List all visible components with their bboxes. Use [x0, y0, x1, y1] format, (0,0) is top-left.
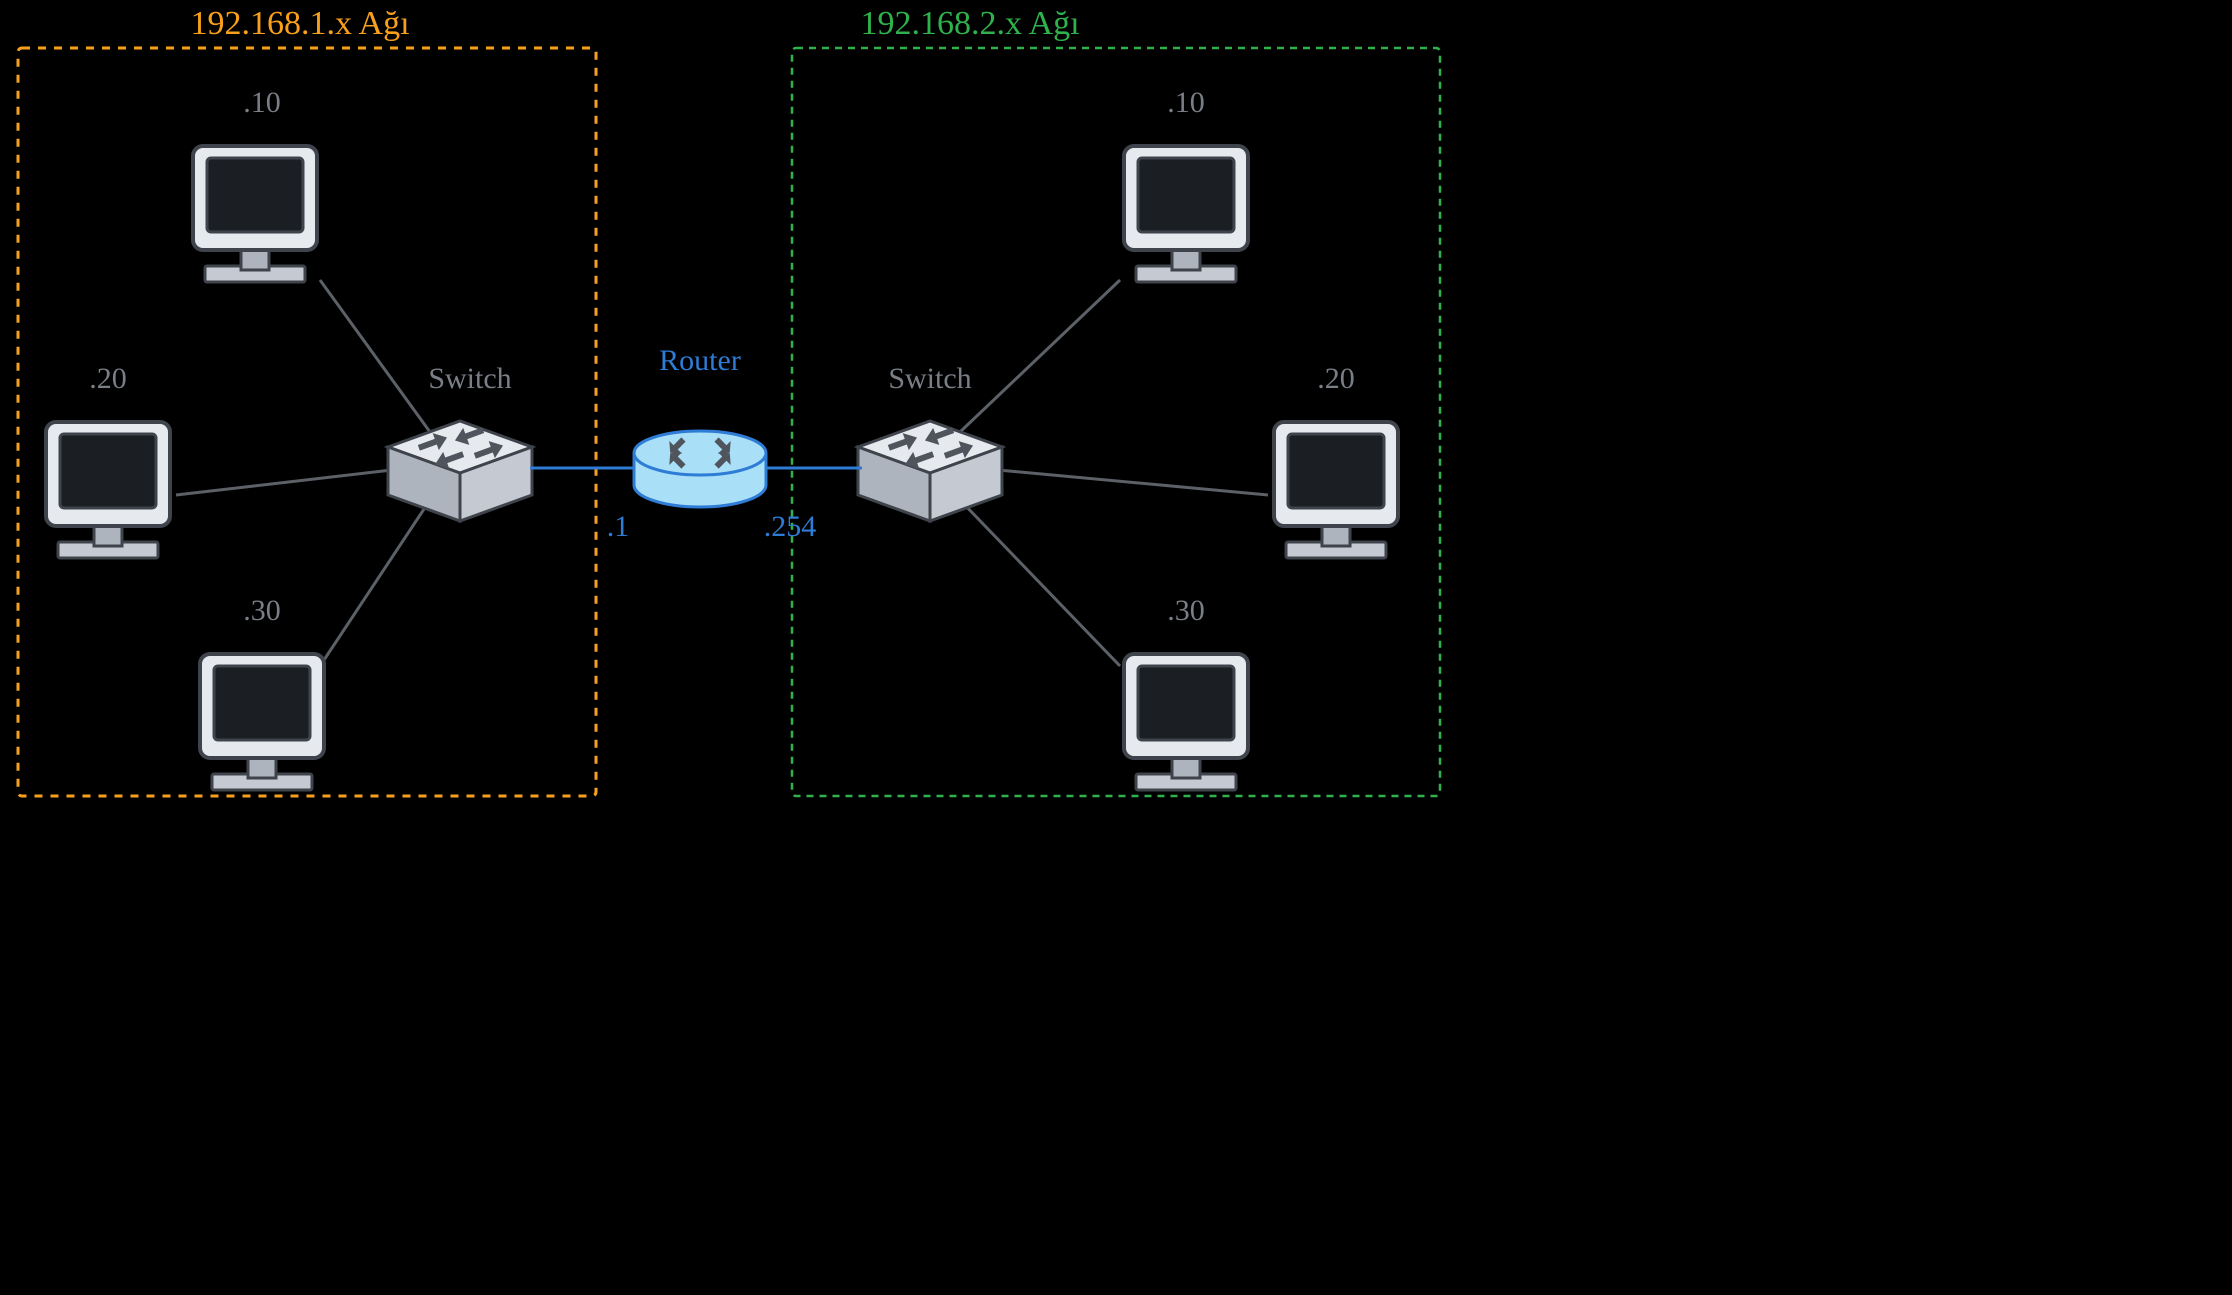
router-left-ip: .1	[607, 510, 630, 543]
switch-icon	[388, 421, 532, 521]
net2-link-2	[960, 500, 1120, 666]
router-label: Router	[659, 344, 741, 377]
net2-link-1	[998, 470, 1268, 495]
net2-host-2-label: .30	[1167, 594, 1205, 627]
net2-switch-label: Switch	[888, 362, 971, 395]
net2-host-0-label: .10	[1167, 86, 1205, 119]
pc-icon	[200, 654, 324, 790]
net1-switch-label: Switch	[428, 362, 511, 395]
pc-icon	[1274, 422, 1398, 558]
net1-title: 192.168.1.x Ağı	[190, 5, 409, 42]
pc-icon	[193, 146, 317, 282]
router-right-ip: .254	[764, 510, 817, 543]
switch-icon	[858, 421, 1002, 521]
net1-host-1-label: .20	[89, 362, 127, 395]
pc-icon	[1124, 146, 1248, 282]
net2-title: 192.168.2.x Ağı	[860, 5, 1079, 42]
router-icon	[634, 431, 766, 507]
net1-host-2-label: .30	[243, 594, 281, 627]
net1-link-2	[320, 500, 430, 666]
net1-link-1	[176, 470, 392, 495]
net2-link-0	[960, 280, 1120, 432]
pc-icon	[1124, 654, 1248, 790]
pc-icon	[46, 422, 170, 558]
net2-host-1-label: .20	[1317, 362, 1355, 395]
net1-link-0	[320, 280, 430, 432]
net1-host-0-label: .10	[243, 86, 281, 119]
